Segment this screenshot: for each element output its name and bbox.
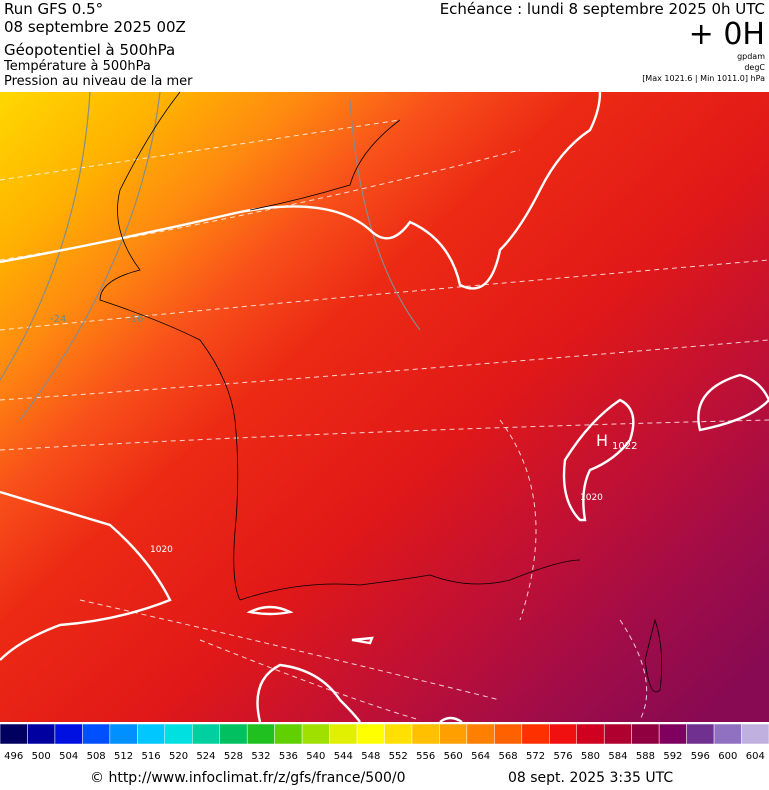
run-date: 08 septembre 2025 00Z bbox=[4, 18, 186, 36]
colorbar-label: 568 bbox=[499, 751, 518, 762]
colorbar-swatch bbox=[356, 723, 385, 745]
colorbar-label: 544 bbox=[334, 751, 353, 762]
colorbar-label: 572 bbox=[526, 751, 545, 762]
colorbar-swatch bbox=[192, 723, 220, 745]
map-label: 1022 bbox=[612, 441, 637, 452]
map-label: -16 bbox=[127, 314, 143, 325]
echeance: Echéance : lundi 8 septembre 2025 0h UTC bbox=[440, 0, 765, 18]
colorbar-label: 508 bbox=[87, 751, 106, 762]
unit: degC bbox=[744, 63, 765, 72]
colorbar-label: 524 bbox=[196, 751, 215, 762]
colorbar-label: 596 bbox=[691, 751, 710, 762]
field: Température à 500hPa bbox=[3, 59, 151, 74]
colorbar-swatch bbox=[219, 723, 248, 745]
coastlines bbox=[99, 91, 663, 693]
colorbar-label: 600 bbox=[718, 751, 737, 762]
colorbar-swatch bbox=[466, 723, 495, 745]
colorbar-label: 496 bbox=[4, 751, 23, 762]
map-labels: H 1022 1020 1020 -24 -16 bbox=[50, 314, 637, 555]
colorbar-swatch bbox=[686, 723, 715, 745]
colorbar-label: 536 bbox=[279, 751, 298, 762]
colorbar-swatch bbox=[494, 723, 523, 745]
map-label: 1020 bbox=[150, 545, 173, 555]
colorbar-label: 588 bbox=[636, 751, 655, 762]
colorbar-label: 560 bbox=[444, 751, 463, 762]
colorbar-label: 564 bbox=[471, 751, 490, 762]
colorbar-label: 520 bbox=[169, 751, 188, 762]
colorbar-label: 556 bbox=[416, 751, 435, 762]
colorbar-label: 532 bbox=[251, 751, 270, 762]
isobars bbox=[0, 91, 769, 724]
timestamp: 08 sept. 2025 3:35 UTC bbox=[508, 770, 673, 786]
field: Pression au niveau de la mer bbox=[4, 74, 193, 89]
colorbar-label: 580 bbox=[581, 751, 600, 762]
map-label: -24 bbox=[50, 314, 66, 325]
map-field bbox=[0, 92, 769, 722]
map bbox=[0, 91, 769, 724]
colorbar-swatch bbox=[741, 723, 769, 745]
colorbar-swatch bbox=[521, 723, 550, 745]
colorbar-swatch bbox=[329, 723, 358, 745]
colorbar-label: 604 bbox=[746, 751, 765, 762]
colorbar-swatch bbox=[713, 723, 742, 745]
colorbar-swatch bbox=[549, 723, 577, 745]
colorbar-swatch bbox=[439, 723, 468, 745]
colorbar-swatch bbox=[82, 723, 111, 745]
colorbar-swatch bbox=[576, 723, 605, 745]
colorbar-swatch bbox=[274, 723, 303, 745]
colorbar: 496 500 504 508 512 516 520 524 528 532 536 540 544 5… bbox=[0, 723, 769, 762]
run: Run GFS 0.5° bbox=[4, 0, 103, 18]
colorbar-label: 500 bbox=[32, 751, 51, 762]
colorbar-swatch bbox=[658, 723, 687, 745]
colorbar-label: 576 bbox=[553, 751, 572, 762]
colorbar-label: 548 bbox=[361, 751, 380, 762]
range: [Max 1021.6 | Min 1011.0] hPa bbox=[642, 74, 765, 83]
colorbar-swatch bbox=[0, 723, 28, 745]
colorbar-swatch bbox=[411, 723, 440, 745]
colorbar-swatch bbox=[246, 723, 275, 745]
colorbar-swatch bbox=[631, 723, 660, 745]
map-label: 1020 bbox=[580, 493, 603, 503]
colorbar-label: 512 bbox=[114, 751, 133, 762]
colorbar-swatch bbox=[27, 723, 56, 745]
map-label: H bbox=[596, 431, 608, 450]
colorbar-label: 584 bbox=[608, 751, 627, 762]
colorbar-label: 504 bbox=[59, 751, 78, 762]
field: Géopotentiel à 500hPa bbox=[4, 41, 175, 59]
colorbar-swatch bbox=[603, 723, 632, 745]
colorbar-swatch bbox=[301, 723, 330, 745]
colorbar-label: 592 bbox=[663, 751, 682, 762]
colorbar-swatch bbox=[54, 723, 83, 745]
colorbar-label: 516 bbox=[142, 751, 161, 762]
colorbar-label: 552 bbox=[389, 751, 408, 762]
temperature-contours bbox=[0, 119, 769, 721]
colorbar-swatch bbox=[109, 723, 138, 745]
colorbar-swatch bbox=[164, 723, 193, 745]
source: © http://www.infoclimat.fr/z/gfs/france/… bbox=[90, 770, 406, 786]
offset: + 0H bbox=[689, 17, 765, 52]
colorbar-label: 540 bbox=[306, 751, 325, 762]
colorbar-label: 528 bbox=[224, 751, 243, 762]
colorbar-swatch bbox=[137, 723, 166, 745]
unit: gpdam bbox=[737, 52, 765, 61]
colorbar-swatch bbox=[384, 723, 413, 745]
